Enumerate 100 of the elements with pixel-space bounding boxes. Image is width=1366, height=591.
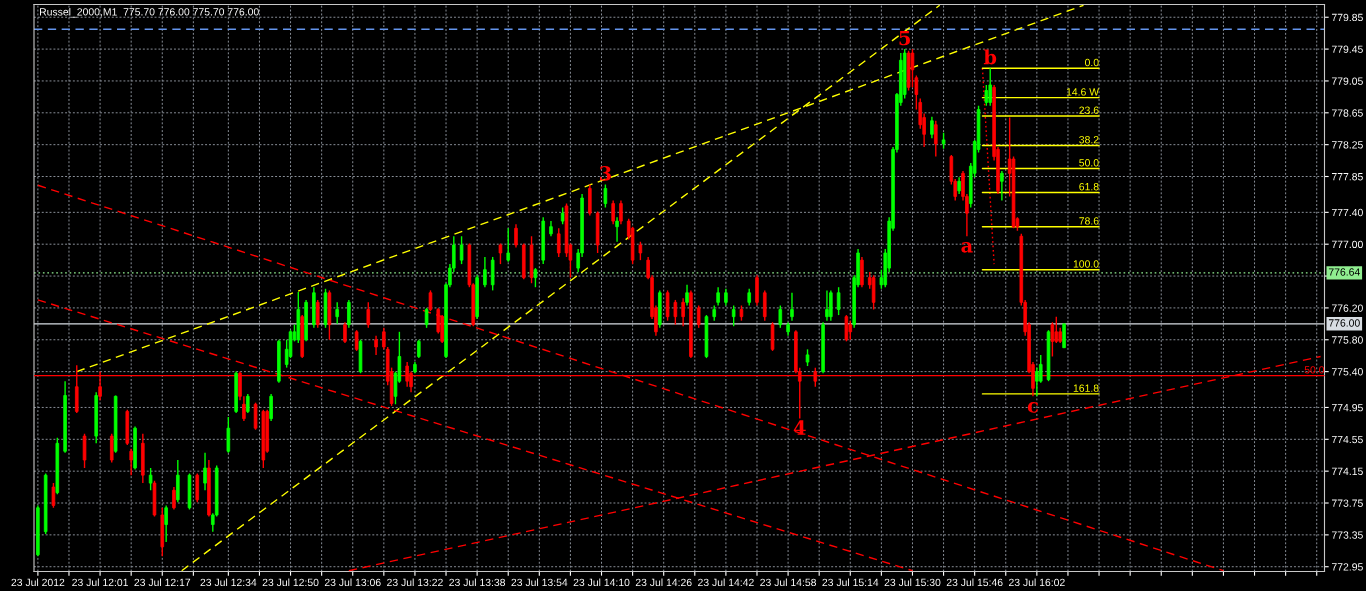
candlestick — [685, 284, 689, 307]
candlestick — [459, 235, 464, 265]
candlestick — [164, 504, 168, 543]
candlestick — [988, 67, 992, 107]
candlestick — [836, 286, 841, 316]
candlestick — [731, 304, 736, 327]
candlestick — [619, 199, 623, 225]
candlestick — [533, 267, 538, 288]
series-label: 61.8 — [1079, 183, 1099, 191]
candlestick — [506, 227, 510, 263]
x-tick-label: 23 Jul 12:50 — [262, 578, 319, 587]
candlestick — [51, 482, 56, 509]
candlestick — [984, 84, 989, 107]
series-label: 100.0 — [1073, 260, 1099, 268]
ref-line-label: 776.64 — [1328, 268, 1360, 276]
x-tick-label: 23 Jul 13:54 — [511, 578, 568, 587]
candlestick — [417, 339, 421, 359]
candlestick — [638, 241, 643, 261]
series-label: 50.0 — [1304, 366, 1325, 374]
series-label: 38.2 — [1079, 136, 1099, 144]
candlestick — [930, 116, 934, 139]
candlestick — [673, 299, 678, 326]
x-tick-label: 23 Jul 15:30 — [884, 578, 941, 587]
chart-title: Russel_2000,M1 775.70 776.00 775.70 776.00 — [40, 7, 259, 18]
candlestick — [825, 289, 829, 322]
candlestick — [1050, 321, 1055, 358]
y-tick-label: 777.85 — [1331, 173, 1363, 181]
candlestick — [556, 227, 561, 258]
y-tick-label: 774.95 — [1331, 403, 1363, 412]
candlestick — [343, 321, 347, 344]
candlestick — [354, 329, 359, 352]
candlestick — [762, 289, 767, 322]
candlestick — [696, 304, 701, 329]
candlestick — [681, 297, 685, 327]
x-tick-label: 23 Jul 14:10 — [573, 578, 630, 587]
candlestick — [844, 314, 849, 343]
y-tick-label: 779.85 — [1331, 13, 1363, 22]
candlestick — [848, 319, 853, 341]
candlestick — [1000, 170, 1004, 202]
candlestick — [129, 448, 133, 476]
x-tick-label: 23 Jul 12:17 — [134, 578, 191, 587]
y-tick-label: 775.80 — [1331, 336, 1363, 344]
candlestick — [778, 304, 783, 329]
candlestick — [829, 289, 833, 322]
annotation: 4 — [793, 420, 806, 435]
series-label: 78.6 — [1079, 217, 1099, 225]
candlestick — [428, 289, 433, 312]
y-tick-label: 774.15 — [1331, 467, 1363, 476]
y-tick-label: 773.75 — [1331, 499, 1363, 507]
x-tick-label: 23 Jul 15:46 — [946, 578, 1003, 587]
y-tick-label: 776.20 — [1331, 304, 1363, 312]
x-tick-label: 23 Jul 13:06 — [324, 578, 381, 587]
series-label: 50.0 — [1079, 159, 1099, 167]
candlestick — [483, 256, 487, 288]
candlestick — [203, 452, 207, 491]
candlestick — [226, 416, 231, 454]
candlestick — [514, 223, 518, 249]
candlestick — [611, 199, 615, 225]
y-tick-label: 775.40 — [1331, 368, 1363, 376]
y-tick-label: 778.25 — [1331, 141, 1363, 149]
annotation: 3 — [599, 166, 611, 181]
x-tick-label: 23 Jul 2012 — [11, 578, 65, 587]
x-tick-label: 23 Jul 14:58 — [760, 578, 817, 587]
x-tick-label: 23 Jul 12:01 — [72, 578, 128, 587]
candlestick — [934, 120, 938, 158]
candlestick — [246, 393, 250, 414]
x-tick-label: 23 Jul 15:14 — [822, 578, 879, 587]
candlestick — [347, 299, 351, 329]
y-tick-label: 773.35 — [1331, 531, 1363, 539]
candlestick — [148, 467, 153, 491]
candlestick — [790, 292, 794, 322]
x-tick-label: 23 Jul 13:22 — [387, 578, 443, 587]
candlestick — [269, 393, 273, 422]
y-tick-label: 777.40 — [1331, 208, 1363, 217]
annotation: c — [1027, 402, 1039, 413]
candlestick — [716, 286, 720, 307]
series-label: 14.6 W — [1066, 88, 1100, 96]
candlestick — [424, 307, 429, 329]
annotation: b — [983, 49, 997, 65]
candlestick — [1062, 323, 1066, 349]
candlestick — [615, 216, 619, 243]
candlestick — [498, 242, 503, 265]
y-tick-label: 777.00 — [1331, 240, 1363, 249]
x-tick-label: 23 Jul 14:26 — [635, 578, 692, 587]
series-label: 0.0 — [1084, 58, 1099, 67]
series-label: 161.8 — [1073, 384, 1099, 392]
annotation: 5 — [899, 30, 910, 46]
y-tick-label: 772.95 — [1331, 563, 1363, 571]
x-tick-label: 23 Jul 12:34 — [200, 578, 257, 587]
candlestick — [1035, 366, 1039, 397]
candlestick — [665, 289, 670, 322]
candlestick — [374, 335, 378, 356]
x-tick-label: 23 Jul 14:42 — [698, 578, 754, 587]
candlestick — [253, 401, 258, 431]
annotation: a — [961, 242, 973, 253]
ref-line-label: 776.00 — [1328, 319, 1360, 327]
candlestick — [315, 299, 320, 329]
y-tick-label: 779.05 — [1331, 77, 1363, 85]
candlestick — [366, 301, 371, 329]
candlestick — [335, 301, 339, 325]
